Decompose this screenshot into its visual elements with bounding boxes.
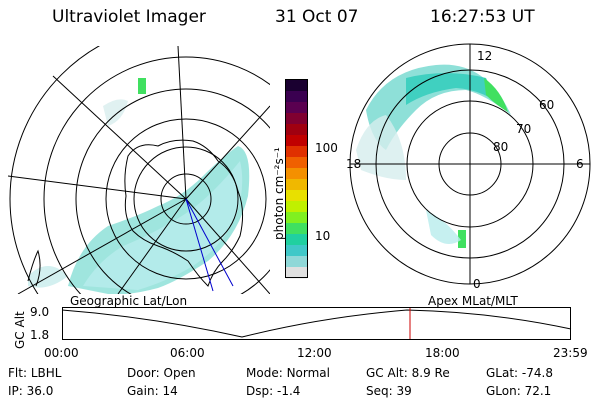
altitude-plot xyxy=(62,307,572,340)
colorbar-band xyxy=(286,179,307,191)
altitude-curve xyxy=(62,309,572,338)
status-ip: IP: 36.0 xyxy=(8,384,54,398)
status-gc-alt: GC Alt: 8.9 Re xyxy=(366,366,450,380)
x-tick-1800: 18:00 xyxy=(425,346,460,360)
status-mode: Mode: Normal xyxy=(246,366,330,380)
mlat-label-80: 80 xyxy=(493,140,508,154)
x-tick-0000: 00:00 xyxy=(44,346,79,360)
mlt-label-18: 18 xyxy=(346,157,361,171)
colorbar-band xyxy=(286,256,307,268)
colorbar-band xyxy=(286,212,307,224)
colorbar-band xyxy=(286,135,307,147)
status-filter: Flt: LBHL xyxy=(8,366,62,380)
x-tick-0600: 06:00 xyxy=(170,346,205,360)
coastline xyxy=(124,139,244,287)
colorbar-band xyxy=(286,157,307,169)
colorbar-band xyxy=(286,168,307,180)
status-glon: GLon: 72.1 xyxy=(486,384,552,398)
colorbar-band xyxy=(286,267,307,279)
status-seq: Seq: 39 xyxy=(366,384,412,398)
apex-map-label: Apex MLat/MLT xyxy=(428,294,518,308)
instrument-title: Ultraviolet Imager xyxy=(52,7,206,27)
aurora-spot xyxy=(458,230,466,248)
altitude-tick-low: 1.8 xyxy=(30,328,50,342)
geographic-map xyxy=(8,46,270,294)
mlt-label-6: 6 xyxy=(576,157,584,171)
status-gain: Gain: 14 xyxy=(127,384,178,398)
colorbar-band xyxy=(286,223,307,235)
status-dsp: Dsp: -1.4 xyxy=(246,384,301,398)
altitude-tick-high: 9.0 xyxy=(30,305,50,319)
colorbar-band xyxy=(286,102,307,114)
colorbar-band xyxy=(286,190,307,202)
mlt-label-0: 0 xyxy=(473,277,481,290)
aurora-spot xyxy=(138,78,146,94)
status-glat: GLat: -74.8 xyxy=(486,366,553,380)
colorbar-band xyxy=(286,113,307,125)
apex-mlat-mlt-map: 12 18 6 0 60 70 80 xyxy=(346,43,591,290)
colorbar-band xyxy=(286,146,307,158)
colorbar-tick-100: 100 xyxy=(315,141,338,155)
status-door: Door: Open xyxy=(127,366,196,380)
x-tick-1200: 12:00 xyxy=(297,346,332,360)
date-label: 31 Oct 07 xyxy=(275,7,359,27)
colorbar-band xyxy=(286,124,307,136)
mlt-label-12: 12 xyxy=(477,49,492,63)
colorbar-tick-10: 10 xyxy=(315,229,331,243)
colorbar-band xyxy=(286,245,307,257)
colorbar-band xyxy=(286,201,307,213)
geographic-map-label: Geographic Lat/Lon xyxy=(70,294,188,308)
colorbar-band xyxy=(286,80,307,92)
altitude-axis-label: GC Alt xyxy=(13,311,27,349)
x-tick-2359: 23:59 xyxy=(553,346,588,360)
mlat-label-60: 60 xyxy=(539,98,554,112)
colorbar xyxy=(285,79,308,279)
colorbar-band xyxy=(286,91,307,103)
mlat-label-70: 70 xyxy=(516,122,531,136)
colorbar-band xyxy=(286,234,307,246)
colorbar-unit-label: photon cm⁻²s⁻¹ xyxy=(272,147,286,240)
time-label: 16:27:53 UT xyxy=(430,7,535,27)
